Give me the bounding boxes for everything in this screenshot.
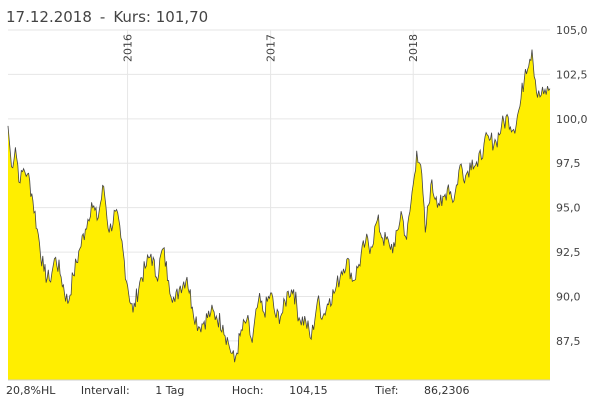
y-tick-label: 87,5 [556, 335, 581, 348]
price-area [8, 49, 550, 380]
y-tick-label: 90,0 [556, 290, 581, 303]
y-tick-label: 97,5 [556, 157, 581, 170]
footer-high-value: 104,15 [289, 384, 328, 397]
y-tick-label: 92,5 [556, 246, 581, 259]
header-separator: - [99, 8, 106, 26]
y-tick-label: 100,0 [556, 113, 588, 126]
footer-range-pct: 20,8%HL [6, 384, 56, 397]
year-label-2018: 2018 [407, 34, 420, 62]
footer-high-label: Hoch: [231, 384, 264, 397]
y-tick-label: 105,0 [556, 24, 588, 37]
footer-low-value: 86,2306 [424, 384, 470, 397]
chart-footer: 20,8%HL Intervall: 1 Tag Hoch: 104,15 Ti… [6, 384, 514, 397]
chart-header: 17.12.2018- Kurs: 101,70 [6, 8, 208, 26]
footer-interval-value: 1 Tag [155, 384, 185, 397]
footer-low: Tief: 86,2306 [375, 384, 491, 397]
footer-interval-label: Intervall: [80, 384, 130, 397]
footer-high: Hoch: 104,15 [232, 384, 350, 397]
header-price-value: 101,70 [155, 8, 209, 26]
y-tick-label: 95,0 [556, 202, 581, 215]
footer-interval: Intervall: 1 Tag [81, 384, 207, 397]
header-date: 17.12.2018 [6, 8, 92, 26]
footer-low-label: Tief: [375, 384, 399, 397]
price-line [7, 49, 551, 363]
header-price-label: Kurs: [113, 8, 151, 26]
y-tick-label: 102,5 [556, 68, 588, 81]
year-label-2016: 2016 [122, 34, 135, 62]
year-label-2017: 2017 [265, 34, 278, 62]
